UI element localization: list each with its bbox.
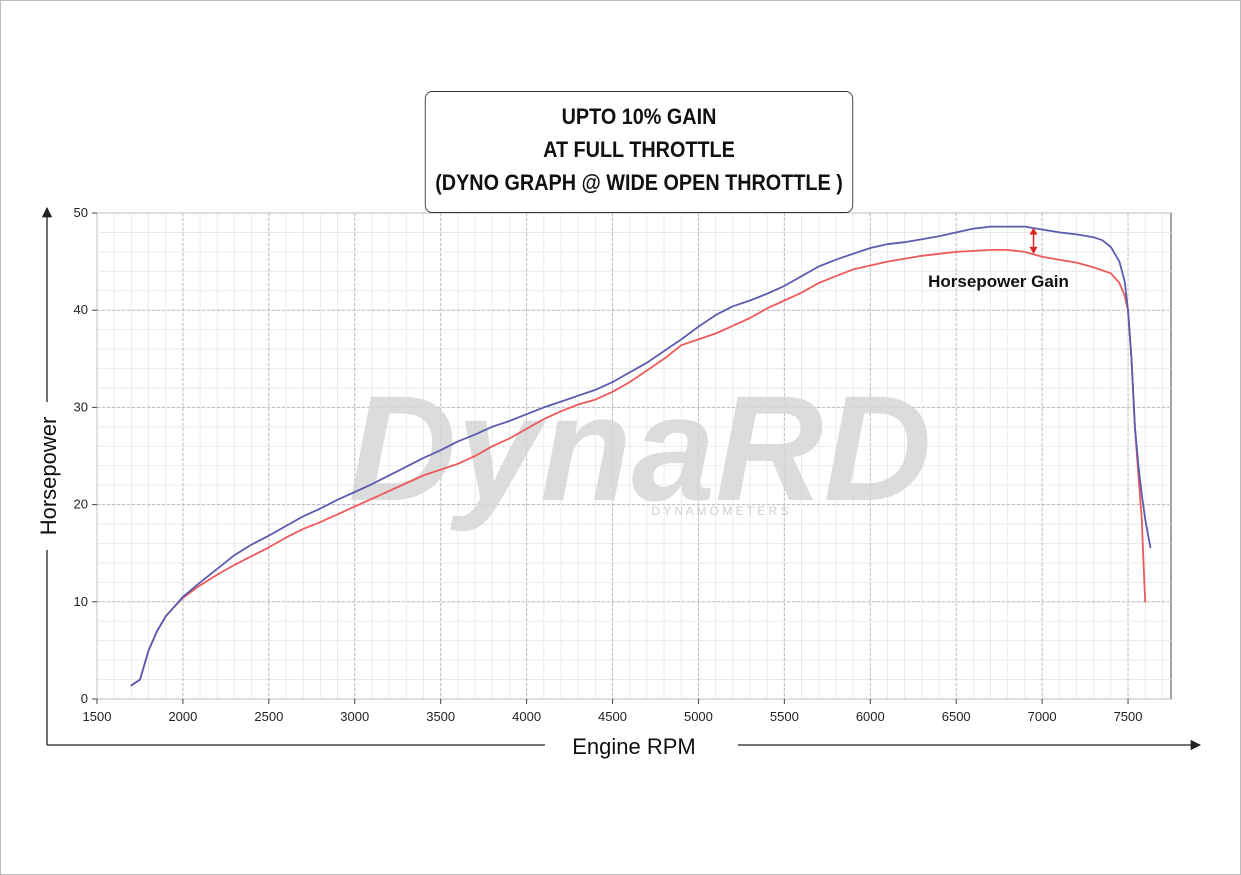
- x-tick-label: 6000: [856, 709, 885, 724]
- horsepower-gain-marker: [1029, 227, 1038, 254]
- x-tick-label: 2000: [168, 709, 197, 724]
- y-tick-label: 20: [74, 497, 88, 512]
- title-line-3: (DYNO GRAPH @ WIDE OPEN THROTTLE ): [435, 170, 843, 195]
- watermark-logo: DynaRD D Y N A M O M E T E R S: [348, 364, 931, 532]
- gain-arrow-head-up: [1029, 227, 1038, 235]
- series-line-stock: [130, 249, 1147, 687]
- x-tick-label: 5500: [770, 709, 799, 724]
- x-tick-label: 5000: [684, 709, 713, 724]
- x-tick-label: 6500: [942, 709, 971, 724]
- y-axis-ticks: 0 10 20 30 40 50: [74, 205, 97, 706]
- title-line-1: UPTO 10% GAIN: [561, 104, 717, 129]
- title-line-2: AT FULL THROTTLE: [543, 137, 735, 162]
- chart-title-box: UPTO 10% GAIN AT FULL THROTTLE (DYNO GRA…: [424, 91, 854, 213]
- y-tick-label: 40: [74, 302, 88, 317]
- y-tick-label: 30: [74, 399, 88, 414]
- x-tick-label: 4000: [512, 709, 541, 724]
- y-tick-label: 0: [81, 691, 88, 706]
- x-tick-label: 4500: [598, 709, 627, 724]
- major-grid: [96, 212, 1171, 700]
- series-layer: [130, 225, 1152, 687]
- x-tick-label: 1500: [83, 709, 112, 724]
- x-tick-label: 3500: [426, 709, 455, 724]
- x-axis-ticks: 1500 2000 2500 3000 3500 4000 4500 5000 5500 6000…: [83, 699, 1143, 724]
- x-tick-label: 2500: [254, 709, 283, 724]
- watermark-brand: DynaRD: [348, 364, 931, 532]
- gain-arrow-head-down: [1029, 246, 1038, 254]
- y-tick-label: 50: [74, 205, 88, 220]
- x-tick-label: 7500: [1114, 709, 1143, 724]
- x-tick-label: 7000: [1028, 709, 1057, 724]
- y-axis-label: Horsepower: [36, 417, 61, 536]
- y-label-gap: [36, 402, 58, 550]
- watermark-subtitle: D Y N A M O M E T E R S: [651, 504, 788, 518]
- x-tick-label: 3000: [340, 709, 369, 724]
- x-axis-label: Engine RPM: [572, 734, 696, 759]
- series-line-tuned: [130, 225, 1152, 687]
- annotation-horsepower-gain: Horsepower Gain: [928, 272, 1069, 291]
- y-tick-label: 10: [74, 594, 88, 609]
